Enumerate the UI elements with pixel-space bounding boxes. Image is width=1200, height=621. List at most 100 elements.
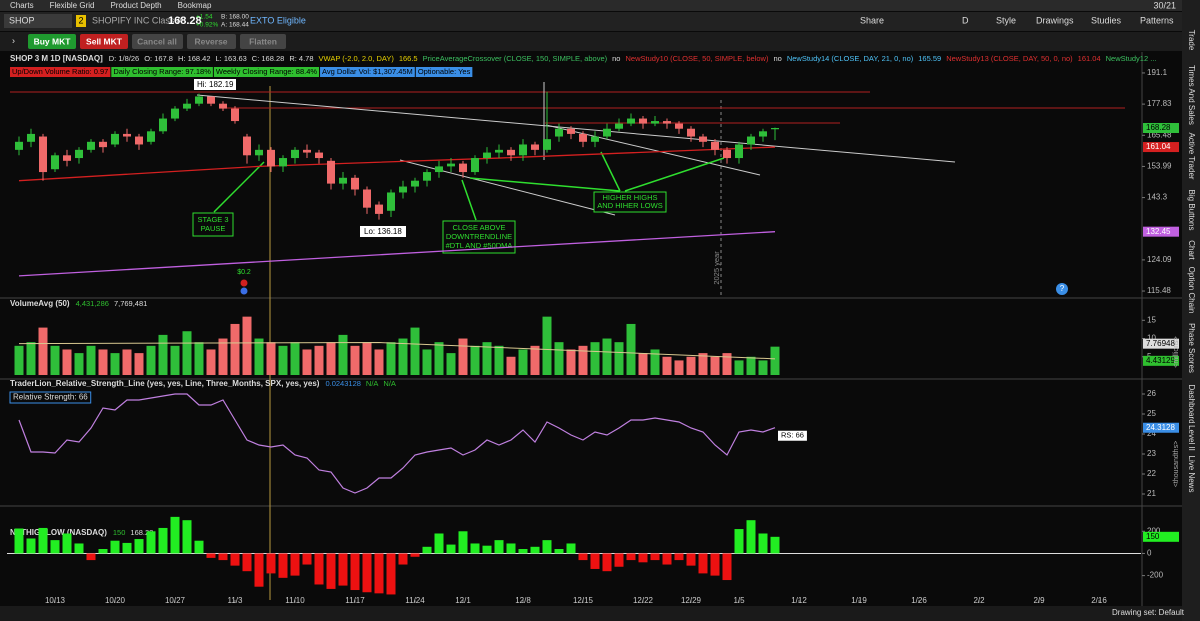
button[interactable] [28, 34, 76, 49]
side-tab[interactable]: Phase Scores [1187, 323, 1196, 373]
lo-label: Lo: 136.18 [364, 227, 402, 236]
x-tick-label: 12/15 [573, 596, 594, 605]
side-tab[interactable]: Level II [1187, 425, 1196, 451]
y-tick-label: 23 [1147, 449, 1156, 458]
bar [734, 360, 744, 375]
note-text: PAUSE [201, 224, 226, 233]
side-tab[interactable]: Option Chain [1187, 267, 1196, 314]
side-tab[interactable]: Trade [1187, 30, 1196, 51]
bar [74, 353, 84, 375]
legend-box [9, 391, 92, 404]
bar [590, 553, 600, 569]
help-icon[interactable] [1056, 283, 1068, 295]
unit-label: <thousandths> [1173, 441, 1180, 487]
bar [302, 553, 312, 565]
bar [554, 549, 564, 554]
bar [110, 540, 120, 554]
average-line [18, 342, 776, 360]
button[interactable] [240, 34, 286, 49]
bar [374, 553, 384, 594]
badge-label: Optionable: Yes [418, 67, 471, 76]
y-tick-label: 0 [1147, 549, 1152, 558]
candle-body [267, 149, 275, 167]
side-tab[interactable]: Big Buttons [1187, 190, 1196, 231]
bar [398, 553, 408, 565]
symbol-input[interactable] [4, 14, 72, 28]
bar [518, 349, 528, 375]
bar [14, 528, 24, 554]
arrow [600, 151, 621, 192]
bar [254, 338, 264, 375]
tab[interactable]: Product Depth [110, 1, 161, 10]
y-tick-label: 191.1 [1147, 68, 1168, 77]
side-tab[interactable]: Times And Sales [1187, 65, 1196, 125]
action[interactable]: Style [996, 15, 1016, 25]
bar [98, 549, 108, 554]
y-tick-label: -200 [1147, 571, 1164, 580]
action[interactable]: Drawings [1036, 15, 1074, 25]
symbol: SHOP [9, 15, 35, 25]
x-tick-label: 2/2 [973, 596, 985, 605]
y-tick-label: 177.83 [1147, 99, 1172, 108]
link-badge[interactable] [76, 15, 86, 27]
side-bar [1182, 0, 1200, 621]
x-tick-label: 12/8 [515, 596, 531, 605]
event-icon[interactable] [240, 279, 248, 287]
bar [674, 360, 684, 375]
candle-body [687, 128, 695, 137]
note-text: DOWNTRENDLINE [446, 232, 512, 241]
bar [758, 533, 768, 554]
axis-marker-label: 7.76948 [1146, 339, 1175, 348]
tab[interactable]: Bookmap [178, 1, 212, 10]
button-label: Flatten [249, 36, 277, 46]
bar [26, 538, 36, 554]
bar [758, 360, 768, 375]
bar [530, 546, 540, 554]
candle-body [123, 133, 131, 137]
bar [230, 553, 240, 566]
candle-body [735, 144, 743, 159]
button[interactable] [80, 34, 128, 49]
bar [494, 540, 504, 554]
side-tab[interactable]: Dashboard [1187, 384, 1196, 423]
side-tab[interactable]: Live News [1187, 456, 1196, 493]
bar [326, 342, 336, 375]
panel-info: PriceAverageCrossover (CLOSE, 150, SIMPL… [423, 54, 608, 63]
action[interactable]: Patterns [1140, 15, 1174, 25]
action[interactable]: Studies [1091, 15, 1122, 25]
candle-body [351, 177, 359, 190]
y-tick-label: 21 [1147, 489, 1156, 498]
axis-marker-label: 4.43129 [1146, 356, 1175, 365]
bar [314, 553, 324, 585]
side-tab[interactable]: Chart [1187, 240, 1196, 260]
button[interactable] [187, 34, 236, 49]
candle-body [447, 163, 455, 167]
bar [770, 536, 780, 554]
badge-label: Up/Down Volume Ratio: 0.97 [12, 67, 108, 76]
button[interactable] [132, 34, 183, 49]
bar [398, 338, 408, 375]
bar [434, 533, 444, 554]
y-tick-label: 24 [1147, 429, 1156, 438]
trend-line [196, 94, 956, 163]
action[interactable]: D [962, 15, 969, 25]
study-line [18, 146, 776, 182]
bar [290, 342, 300, 375]
candle-body [507, 149, 515, 156]
action[interactable]: Share [860, 15, 884, 25]
candle-body [363, 189, 371, 208]
tab[interactable]: Flexible Grid [50, 1, 95, 10]
event-icon[interactable] [240, 287, 248, 295]
bar [278, 345, 288, 375]
candle-body [423, 172, 431, 181]
expand[interactable]: › [12, 35, 15, 45]
tab[interactable]: Charts [10, 1, 34, 10]
candle-body [279, 158, 287, 167]
bar [98, 349, 108, 375]
bar [626, 553, 636, 561]
bar [722, 553, 732, 581]
arrow [624, 157, 725, 192]
side-tab[interactable]: Active Trader [1187, 132, 1196, 179]
bar [446, 544, 456, 554]
